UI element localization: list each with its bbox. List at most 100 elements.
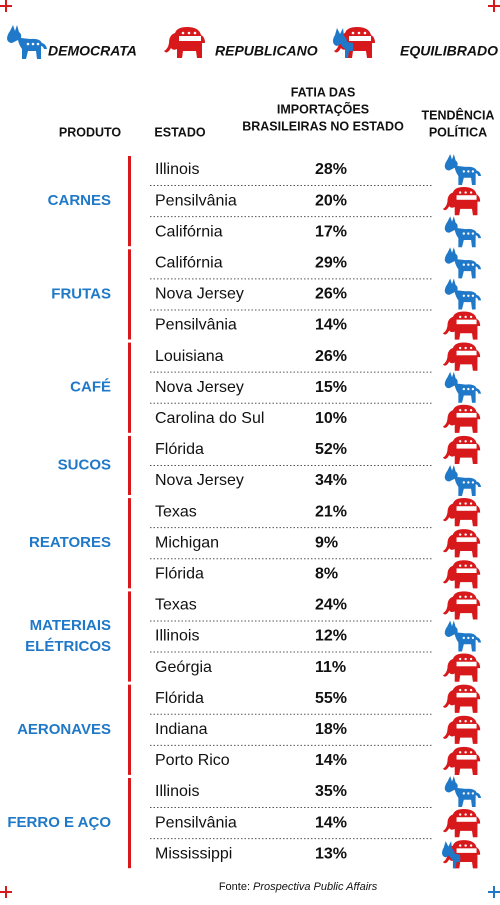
state-name: Illinois xyxy=(155,161,199,178)
group-bar xyxy=(128,591,131,682)
state-name: Pensilvânia xyxy=(155,192,237,209)
product-name: FRUTAS xyxy=(51,285,111,302)
group-bar xyxy=(128,778,131,869)
tendency-icon xyxy=(442,311,481,340)
tendency-icon xyxy=(444,278,482,310)
legend-icon xyxy=(7,25,47,59)
source-prefix: Fonte: xyxy=(219,881,250,893)
import-share: 17% xyxy=(315,223,347,240)
state-name: Califórnia xyxy=(155,255,223,272)
tendency-icon xyxy=(442,809,481,838)
state-name: Nova Jersey xyxy=(155,472,244,489)
state-name: Illinois xyxy=(155,783,199,800)
product-name: ELÉTRICOS xyxy=(25,638,111,655)
group-bar xyxy=(128,249,131,340)
corner-mark xyxy=(488,886,500,898)
header-state: ESTADO xyxy=(154,125,205,139)
import-share: 11% xyxy=(315,659,346,676)
tendency-icon xyxy=(442,187,481,216)
tendency-icon xyxy=(442,746,481,776)
state-name: Flórida xyxy=(155,441,204,458)
tendency-icon xyxy=(442,715,481,744)
import-share: 14% xyxy=(315,752,347,769)
tendency-icon xyxy=(444,247,482,279)
import-share: 26% xyxy=(315,348,347,365)
import-share: 28% xyxy=(315,161,347,178)
tendency-icon xyxy=(442,435,481,465)
corner-mark xyxy=(488,0,500,12)
tendency-icon xyxy=(444,776,482,808)
state-name: Illinois xyxy=(155,628,199,645)
import-share: 12% xyxy=(315,628,347,645)
state-name: Mississippi xyxy=(155,845,232,862)
import-share: 8% xyxy=(315,566,338,583)
import-share: 18% xyxy=(315,721,347,738)
product-name: MATERIAIS xyxy=(30,617,111,634)
legend-label: REPUBLICANO xyxy=(215,43,318,59)
tendency-icon xyxy=(444,465,482,497)
state-name: Nova Jersey xyxy=(155,379,244,396)
state-name: Pensilvânia xyxy=(155,317,237,334)
state-name: Nova Jersey xyxy=(155,286,244,303)
state-name: Flórida xyxy=(155,690,204,707)
group-bar xyxy=(128,156,131,247)
state-name: Flórida xyxy=(155,566,204,583)
legend-label: DEMOCRATA xyxy=(48,43,137,59)
import-share: 14% xyxy=(315,814,347,831)
tendency-icon xyxy=(442,560,481,589)
product-name: AERONAVES xyxy=(17,721,111,738)
header-share: IMPORTAÇÕES xyxy=(277,101,369,116)
tendency-icon xyxy=(442,840,480,868)
state-name: Michigan xyxy=(155,534,219,551)
group-bar xyxy=(128,342,131,433)
legend-label: EQUILIBRADO xyxy=(400,43,498,59)
import-share: 26% xyxy=(315,286,347,303)
state-name: Texas xyxy=(155,503,197,520)
import-share: 24% xyxy=(315,597,347,614)
tendency-icon xyxy=(442,591,481,620)
state-name: Louisiana xyxy=(155,348,224,365)
legend-icon xyxy=(333,27,375,58)
tendency-icon xyxy=(442,684,481,713)
header-share: BRASILEIRAS NO ESTADO xyxy=(242,119,404,133)
import-share: 55% xyxy=(315,690,347,707)
product-name: REATORES xyxy=(29,534,111,551)
product-name: CAFÉ xyxy=(70,379,111,396)
corner-mark xyxy=(0,886,12,898)
state-name: Califórnia xyxy=(155,223,223,240)
header-share: FATIA DAS xyxy=(291,85,356,99)
header-product: PRODUTO xyxy=(59,125,122,139)
import-share: 52% xyxy=(315,441,347,458)
group-bar xyxy=(128,435,131,495)
import-share: 35% xyxy=(315,783,347,800)
tendency-icon xyxy=(442,342,481,371)
group-bar xyxy=(128,498,131,589)
import-share: 15% xyxy=(315,379,347,396)
product-name: CARNES xyxy=(48,192,111,209)
state-name: Porto Rico xyxy=(155,752,230,769)
tendency-icon xyxy=(442,404,481,433)
group-bar xyxy=(128,684,131,775)
state-name: Geórgia xyxy=(155,659,212,676)
import-share: 29% xyxy=(315,255,347,272)
tendency-icon xyxy=(444,216,482,248)
tendency-icon xyxy=(444,620,482,652)
tendency-icon xyxy=(442,498,481,527)
state-name: Carolina do Sul xyxy=(155,410,264,427)
import-share: 21% xyxy=(315,503,347,520)
import-share: 13% xyxy=(315,845,347,862)
source-name: Prospectiva Public Affairs xyxy=(253,881,378,893)
import-share: 10% xyxy=(315,410,347,427)
import-share: 14% xyxy=(315,317,347,334)
import-share: 34% xyxy=(315,472,347,489)
product-name: FERRO E AÇO xyxy=(7,814,111,831)
tendency-icon xyxy=(444,371,482,403)
state-name: Indiana xyxy=(155,721,208,738)
legend-icon xyxy=(164,27,205,58)
corner-mark xyxy=(0,0,12,12)
header-tendency: POLÍTICA xyxy=(429,124,487,139)
header-tendency: TENDÊNCIA xyxy=(422,107,495,122)
import-share: 9% xyxy=(315,534,338,551)
import-share: 20% xyxy=(315,192,347,209)
